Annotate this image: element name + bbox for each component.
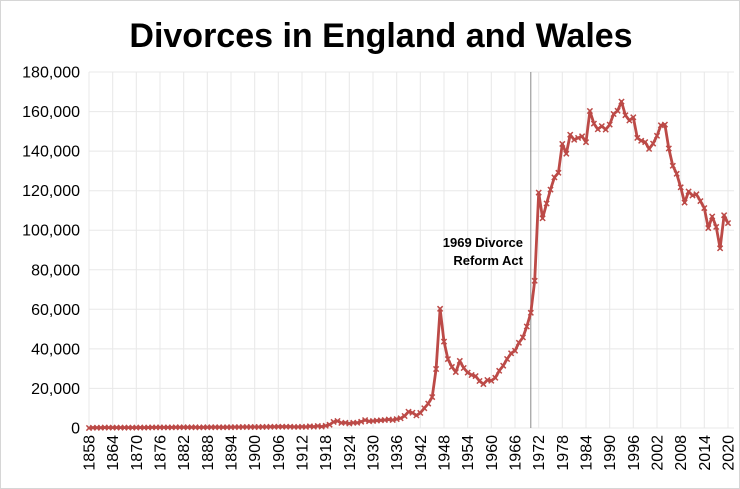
y-tick-label: 60,000 [31,302,80,319]
y-tick-label: 100,000 [22,223,80,240]
y-tick-label: 120,000 [22,183,80,200]
x-tick-label: 1978 [555,435,572,471]
y-tick-label: 80,000 [31,262,80,279]
x-tick-label: 1948 [437,435,454,471]
y-tick-label: 20,000 [31,381,80,398]
x-tick-label: 1972 [531,435,548,471]
x-tick-label: 2014 [697,435,714,471]
x-tick-label: 2008 [673,435,690,471]
y-tick-label: 140,000 [22,144,80,161]
x-tick-label: 1984 [579,435,596,471]
y-tick-label: 0 [71,421,80,438]
y-tick-label: 180,000 [22,65,80,82]
x-tick-label: 1936 [389,435,406,471]
x-tick-label: 1876 [153,435,170,471]
x-tick-label: 1966 [508,435,525,471]
chart-title: Divorces in England and Wales [129,17,633,55]
x-tick-label: 1918 [318,435,335,471]
x-tick-label: 1888 [200,435,217,471]
x-tick-label: 1882 [176,435,193,471]
x-tick-label: 1960 [484,435,501,471]
x-tick-label: 1900 [247,435,264,471]
x-tick-label: 2002 [650,435,667,471]
x-tick-label: 1858 [82,435,99,471]
annotation-text-line2: Reform Act [453,253,523,268]
annotation-text: 1969 Divorce Reform Act [443,234,523,270]
series-markers [85,98,732,432]
y-tick-label: 160,000 [22,104,80,121]
x-tick-label: 1942 [413,435,430,471]
x-tick-label: 1912 [295,435,312,471]
y-tick-label: 40,000 [31,341,80,358]
x-tick-label: 1930 [366,435,383,471]
series-line [87,100,730,430]
x-tick-label: 1906 [271,435,288,471]
x-tick-label: 1864 [105,435,122,471]
x-tick-label: 1924 [342,435,359,471]
x-tick-label: 1954 [460,435,477,471]
x-tick-label: 1894 [224,435,241,471]
x-tick-label: 1996 [626,435,643,471]
x-tick-label: 1990 [602,435,619,471]
annotation-text-line1: 1969 Divorce [442,235,523,250]
x-tick-label: 2020 [721,435,738,471]
x-tick-label: 1870 [129,435,146,471]
